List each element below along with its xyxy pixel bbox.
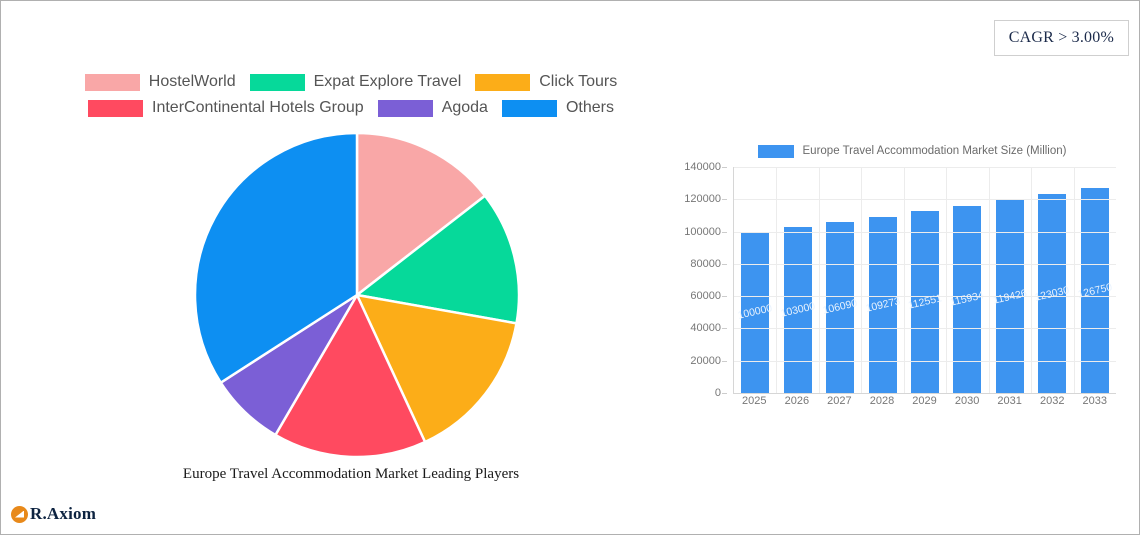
legend-swatch-icon — [757, 144, 794, 158]
bar-slot: 100000 — [734, 167, 776, 393]
bar-series: 100000 103000 106090 109273 112551 115934 1194… — [734, 167, 1116, 393]
gridline — [988, 167, 990, 393]
y-axis: 0 20000 40000 60000 80000 100000 120000 140000 — [677, 161, 728, 399]
gridline — [734, 360, 1116, 362]
y-axis-tick-label: 20000 — [690, 354, 727, 367]
bar[interactable]: 115934 — [949, 205, 985, 393]
bar-slot: 119426 — [989, 167, 1031, 393]
legend-label: HostelWorld — [148, 73, 236, 90]
pie-legend: HostelWorld Expat Explore Travel Click T… — [61, 73, 641, 125]
gridline — [818, 167, 820, 393]
legend-swatch-icon — [249, 73, 305, 91]
legend-item-hostelworld[interactable]: HostelWorld — [84, 73, 236, 91]
bar-slot: 115934 — [946, 167, 988, 393]
legend-swatch-icon — [475, 73, 531, 91]
gridline — [861, 167, 863, 393]
y-axis-tick-label: 100000 — [684, 225, 727, 238]
bar-slot: 123030 — [1031, 167, 1073, 393]
pie-slice[interactable] — [355, 132, 487, 298]
legend-swatch-icon — [88, 99, 144, 117]
pie-slice[interactable] — [354, 193, 520, 325]
gridline — [903, 167, 905, 393]
legend-swatch-icon — [84, 73, 140, 91]
bar[interactable]: 103000 — [779, 226, 816, 393]
bar-value-label: 100000 — [736, 302, 774, 323]
brand-name: R.Axiom — [30, 504, 97, 523]
legend-item-agoda[interactable]: Agoda — [377, 99, 488, 117]
gridline — [946, 167, 948, 393]
bar[interactable]: 123030 — [1034, 194, 1071, 393]
gridline — [734, 296, 1116, 298]
bar-value-label: 109273 — [864, 295, 901, 315]
x-axis-tick-label: 2030 — [954, 395, 980, 407]
y-axis-tick-label: 120000 — [684, 193, 727, 206]
pie-slice[interactable] — [194, 132, 359, 385]
y-axis-tick-label: 60000 — [690, 290, 727, 303]
gridline — [734, 199, 1116, 201]
bar[interactable]: 100000 — [737, 231, 774, 393]
y-axis-tick-label: 40000 — [690, 322, 727, 335]
bar-slot: 103000 — [776, 167, 818, 393]
pie-chart — [194, 132, 520, 458]
axiom-circle-icon — [11, 505, 28, 523]
y-axis-tick-label: 0 — [714, 387, 728, 399]
gridline — [734, 231, 1116, 233]
bar-slot: 112551 — [904, 167, 946, 393]
bar-slot: 106090 — [819, 167, 861, 393]
pie-legend-row: HostelWorld Expat Explore Travel Click T… — [61, 73, 641, 91]
bar-legend-label: Europe Travel Accommodation Market Size … — [802, 145, 1067, 157]
gridline — [1031, 167, 1033, 393]
gridline — [776, 167, 778, 393]
bar-slot: 126750 — [1074, 167, 1116, 393]
bar-value-label: 115934 — [949, 289, 986, 310]
cagr-badge: CAGR > 3.00% — [993, 20, 1129, 56]
x-axis-tick-label: 2032 — [1039, 395, 1065, 407]
gridline — [734, 167, 1116, 168]
x-axis-tick-label: 2031 — [997, 395, 1022, 407]
bar-chart-legend[interactable]: Europe Travel Accommodation Market Size … — [697, 141, 1127, 161]
x-axis-tick-label: 2027 — [827, 395, 852, 407]
x-axis-tick-label: 2029 — [912, 395, 937, 407]
legend-item-intercontinental-hotels-group[interactable]: InterContinental Hotels Group — [88, 99, 364, 117]
legend-label: Click Tours — [539, 73, 618, 90]
gridline — [734, 263, 1116, 265]
legend-swatch-icon — [501, 99, 557, 117]
gridline — [1073, 167, 1075, 393]
bar-chart-plot: 0 20000 40000 60000 80000 100000 120000 140000 … — [677, 161, 1127, 407]
bar-slot: 109273 — [861, 167, 903, 393]
brand-logo: R.Axiom — [11, 504, 96, 524]
pie-slice[interactable] — [354, 293, 518, 444]
legend-swatch-icon — [377, 99, 433, 117]
bar[interactable]: 106090 — [822, 221, 859, 393]
bar-value-label: 126750 — [1076, 280, 1114, 301]
pie-slice[interactable] — [273, 292, 427, 458]
bar-value-label: 103000 — [779, 300, 817, 320]
legend-item-click-tours[interactable]: Click Tours — [475, 73, 617, 91]
legend-label: InterContinental Hotels Group — [152, 99, 364, 116]
legend-label: Expat Explore Travel — [313, 73, 462, 90]
bar-value-label: 123030 — [1033, 283, 1071, 304]
legend-item-others[interactable]: Others — [501, 99, 614, 117]
x-axis-tick-label: 2033 — [1082, 395, 1108, 407]
bar[interactable]: 109273 — [864, 216, 901, 393]
y-axis-tick-label: 80000 — [690, 257, 727, 270]
x-axis-tick-label: 2028 — [869, 395, 895, 407]
pie-chart-caption: Europe Travel Accommodation Market Leadi… — [182, 466, 520, 482]
y-axis-tick-label: 140000 — [684, 161, 727, 173]
bar-value-label: 106090 — [821, 297, 859, 318]
bar[interactable]: 126750 — [1076, 188, 1113, 393]
x-axis: 2025 2026 2027 2028 2029 2030 2031 2032 2033 — [733, 395, 1116, 407]
bar[interactable]: 112551 — [907, 211, 943, 393]
x-axis-tick-label: 2026 — [784, 395, 810, 407]
legend-item-expat-explore-travel[interactable]: Expat Explore Travel — [249, 73, 462, 91]
bar-chart: Europe Travel Accommodation Market Size … — [677, 141, 1127, 411]
legend-label: Others — [565, 99, 614, 116]
x-axis-tick-label: 2025 — [742, 395, 767, 407]
gridline — [734, 328, 1116, 330]
pie-chart-svg — [194, 132, 520, 458]
legend-label: Agoda — [441, 99, 488, 116]
pie-legend-row: InterContinental Hotels Group Agoda Othe… — [61, 99, 641, 117]
plot-area: 100000 103000 106090 109273 112551 115934 1194… — [733, 167, 1116, 394]
